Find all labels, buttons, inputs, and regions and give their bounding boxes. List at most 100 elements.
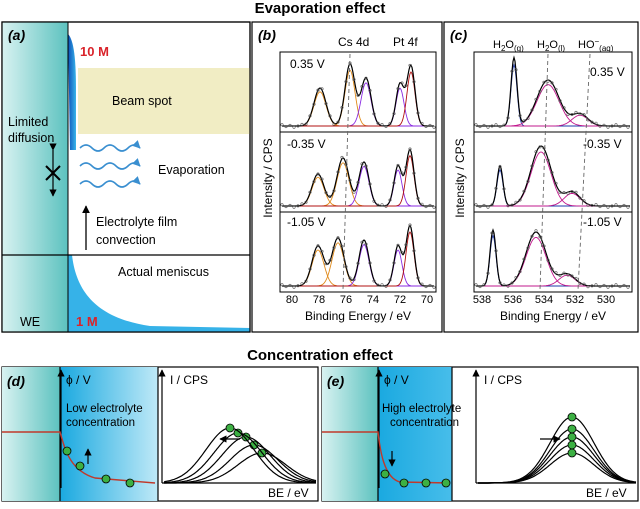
data-point [340, 155, 344, 159]
peak-maximum-point [567, 432, 577, 442]
data-point [296, 284, 300, 288]
data-point [308, 267, 312, 271]
data-point [308, 114, 312, 118]
e-be-label: BE / eV [586, 486, 627, 500]
c-potential-3: -1.05 V [583, 215, 622, 229]
data-point [324, 262, 328, 266]
data-point [562, 106, 566, 110]
c-xtick: 534 [535, 294, 553, 306]
data-point [288, 283, 292, 287]
b-xtick: 78 [313, 294, 325, 306]
data-point [486, 271, 490, 275]
data-point [490, 124, 494, 128]
data-point [312, 180, 316, 184]
data-point [364, 164, 368, 168]
electrolyte-band [378, 367, 452, 501]
e-conc-line1: High electrolyte [382, 403, 461, 415]
data-point [602, 203, 606, 207]
data-point [526, 116, 530, 120]
data-point [304, 122, 308, 126]
hydroxide-shift-line [577, 53, 591, 291]
data-point [316, 172, 320, 176]
data-point [606, 285, 610, 289]
concentration-title: Concentration effect [247, 347, 393, 364]
data-point [368, 89, 372, 93]
data-point [404, 84, 408, 88]
data-point [574, 276, 578, 280]
data-point [292, 125, 296, 129]
b-xtick: 74 [367, 294, 379, 306]
data-point [284, 205, 288, 209]
data-point [408, 63, 412, 67]
fit-envelope [476, 145, 630, 207]
d-be-label: BE / eV [268, 486, 309, 500]
fit-component [282, 154, 434, 207]
data-point [498, 165, 502, 169]
data-point [494, 186, 498, 190]
data-point [292, 205, 296, 209]
b-potential-3: -1.05 V [287, 215, 326, 229]
data-point [618, 125, 622, 129]
panel-b-spectra [280, 61, 436, 289]
data-point [494, 249, 498, 253]
data-point [428, 203, 432, 207]
data-point [380, 203, 384, 207]
panel-b-ylabel: Intensity / CPS [261, 138, 275, 217]
data-point [582, 282, 586, 286]
data-point [578, 112, 582, 116]
data-point [550, 81, 554, 85]
panel-b: (b) Cs 4d Pt 4f Intensity / CPS 0.35 V -… [251, 21, 443, 333]
evaporation-title: Evaporation effect [255, 0, 386, 17]
cs4d-shift-line [342, 53, 351, 291]
data-point [416, 111, 420, 115]
data-point [482, 283, 486, 287]
data-point [506, 284, 510, 288]
data-point [284, 285, 288, 289]
data-point [360, 85, 364, 89]
data-point [626, 285, 630, 289]
data-point [372, 199, 376, 203]
data-point [324, 102, 328, 106]
data-point [356, 261, 360, 265]
panel-d-label: (d) [7, 373, 25, 389]
actual-meniscus-label: Actual meniscus [118, 265, 209, 279]
fit-component [282, 231, 434, 287]
meniscus [68, 255, 250, 332]
data-point [312, 102, 316, 106]
peak-curve [164, 444, 317, 484]
data-point [478, 205, 482, 209]
data-point [300, 202, 304, 206]
potential-profile [2, 431, 156, 484]
data-point [320, 177, 324, 181]
data-point [372, 112, 376, 116]
data-point [332, 246, 336, 250]
data-point [320, 87, 324, 91]
data-point [626, 205, 630, 209]
b-xtick: 80 [286, 294, 298, 306]
data-point [510, 281, 514, 285]
data-point [416, 196, 420, 200]
data-point [352, 278, 356, 282]
data-point [582, 113, 586, 117]
b-xtick: 72 [394, 294, 406, 306]
c-xtick: 538 [473, 294, 491, 306]
d-conc-line1: Low electrolyte [66, 403, 143, 415]
data-point [348, 276, 352, 280]
data-point [526, 179, 530, 183]
data-point [530, 108, 534, 112]
data-point [280, 203, 284, 207]
panel-c-label: (c) [450, 27, 467, 43]
beam-spot-region [78, 68, 250, 134]
data-point [432, 125, 436, 129]
panel-b-label: (b) [258, 27, 276, 43]
data-point [558, 190, 562, 194]
conc-low-label: 1 M [76, 314, 98, 329]
data-point [594, 203, 598, 207]
data-point [396, 163, 400, 167]
data-point [336, 236, 340, 240]
peak-maximum-point [233, 428, 243, 438]
peak-maximum-point [225, 423, 235, 433]
data-point [606, 205, 610, 209]
data-point [522, 189, 526, 193]
data-point [404, 243, 408, 247]
